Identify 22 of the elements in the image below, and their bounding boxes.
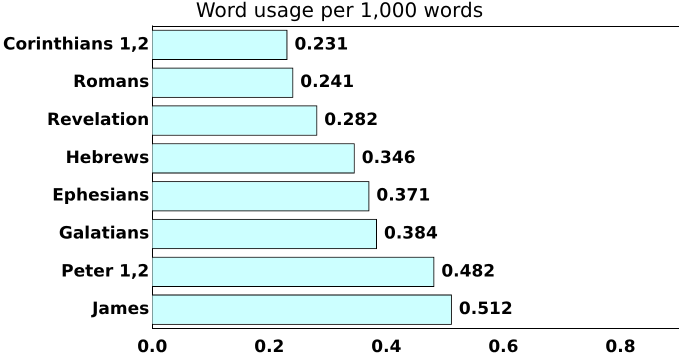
data-label: 0.371 [376, 186, 430, 206]
chart-title: Word usage per 1,000 words [196, 0, 484, 22]
data-label: 0.384 [384, 223, 438, 244]
x-tick-label: 0.4 [371, 337, 402, 358]
y-tick-label: James [91, 299, 150, 320]
y-tick-label: Hebrews [66, 148, 150, 168]
x-tick-label: 0.8 [605, 337, 636, 358]
data-label: 0.241 [300, 72, 354, 92]
y-tick-label: Revelation [46, 110, 150, 130]
y-tick-label: Ephesians [52, 186, 150, 206]
y-tick-label: Peter 1,2 [61, 261, 150, 282]
data-label: 0.282 [324, 110, 378, 130]
x-tick-label: 0.2 [254, 337, 284, 358]
x-tick-label: 0.0 [137, 337, 168, 358]
data-label: 0.231 [294, 34, 348, 54]
x-tick-label: 0.6 [488, 337, 518, 358]
data-label: 0.482 [441, 261, 496, 282]
y-tick-label: Galatians [58, 223, 150, 244]
data-label: 0.346 [362, 148, 416, 168]
y-tick-label: Romans [73, 72, 150, 92]
y-tick-label: Corinthians 1,2 [2, 34, 150, 54]
data-label: 0.512 [458, 299, 513, 320]
